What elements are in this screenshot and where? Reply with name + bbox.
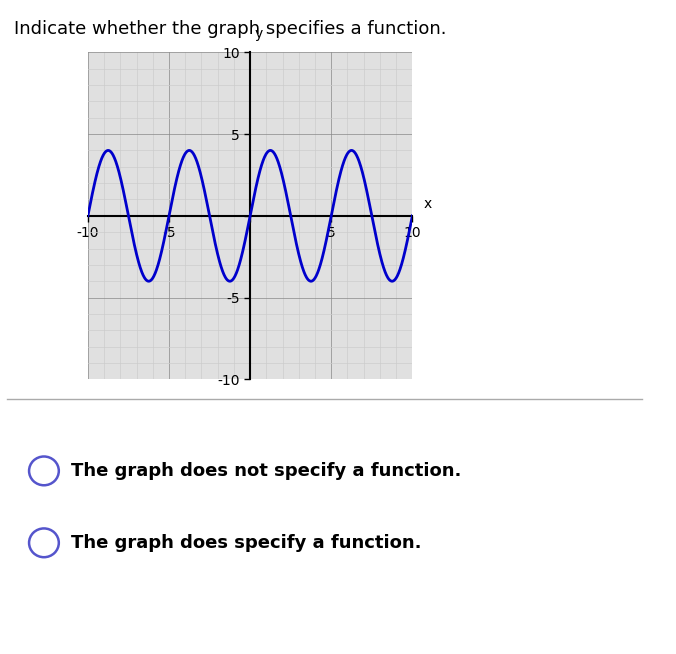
Text: The graph does not specify a function.: The graph does not specify a function.: [71, 462, 461, 480]
Text: x: x: [424, 197, 432, 211]
Text: The graph does specify a function.: The graph does specify a function.: [71, 534, 421, 552]
Text: y: y: [255, 27, 263, 41]
Text: Indicate whether the graph specifies a function.: Indicate whether the graph specifies a f…: [14, 20, 446, 38]
